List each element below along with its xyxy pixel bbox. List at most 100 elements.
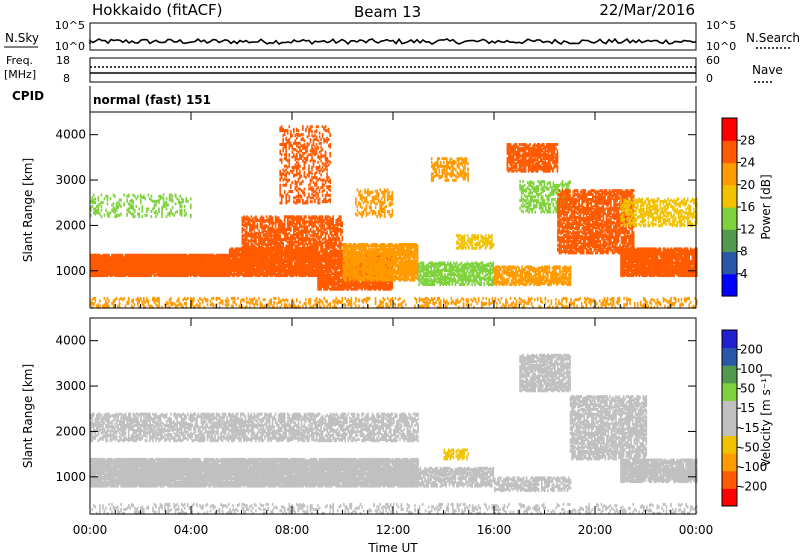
power-cell	[358, 283, 360, 287]
power-cell	[321, 193, 324, 197]
power-cell	[317, 244, 319, 248]
power-cell	[291, 144, 294, 148]
power-cell	[250, 270, 252, 274]
power-cell	[171, 261, 174, 265]
power-cell	[330, 222, 333, 226]
power-cell	[300, 195, 303, 199]
power-cell	[320, 153, 322, 157]
power-cell	[294, 254, 297, 258]
power-cell	[306, 263, 308, 267]
power-cell	[230, 247, 232, 251]
power-cell	[297, 215, 300, 219]
power-cell	[332, 287, 334, 291]
power-cell	[206, 253, 209, 257]
power-cell	[274, 261, 276, 265]
power-cell	[326, 200, 328, 204]
power-cell	[177, 253, 180, 257]
power-cell	[223, 269, 225, 272]
power-cell	[270, 238, 272, 242]
power-cell	[300, 138, 303, 141]
power-cell	[300, 215, 303, 219]
power-cell	[265, 269, 267, 272]
power-cell	[286, 236, 289, 240]
power-cell	[317, 154, 319, 158]
power-cell	[320, 254, 322, 258]
power-cell	[326, 215, 328, 219]
power-cell	[309, 138, 312, 141]
power-cell	[250, 260, 252, 264]
power-cell	[182, 253, 184, 257]
power-cell	[255, 248, 257, 252]
power-cell	[271, 272, 273, 276]
power-cell	[293, 215, 295, 219]
power-cell	[250, 224, 253, 228]
power-cell	[253, 244, 256, 248]
power-cell	[124, 253, 127, 257]
power-cell	[280, 158, 283, 162]
power-cell	[258, 229, 260, 233]
power-cell	[297, 226, 300, 230]
power-cell	[262, 219, 265, 223]
power-cell	[271, 255, 274, 259]
power-cell	[291, 181, 294, 185]
power-cell	[289, 271, 292, 275]
power-cell	[283, 157, 286, 160]
power-cell	[234, 265, 237, 269]
power-cell	[91, 253, 94, 257]
power-cell	[317, 216, 319, 220]
power-cell	[317, 236, 319, 240]
power-cell	[324, 257, 327, 261]
power-cell	[296, 149, 298, 153]
power-cell	[326, 230, 328, 234]
power-cell	[304, 263, 307, 267]
power-cell	[241, 245, 244, 249]
power-cell	[149, 253, 151, 257]
power-cell	[309, 238, 312, 242]
power-cell	[315, 183, 318, 187]
power-cell	[114, 253, 116, 257]
power-cell	[297, 158, 300, 162]
power-cell	[323, 224, 325, 228]
power-cell	[300, 149, 303, 153]
power-cell	[265, 243, 268, 247]
power-cell	[283, 233, 286, 236]
power-cell	[268, 251, 270, 255]
power-cell	[288, 195, 291, 199]
power-cell	[268, 253, 271, 257]
power-cell	[299, 145, 301, 149]
power-cell	[258, 219, 260, 223]
power-cell	[327, 138, 330, 141]
power-cell	[308, 127, 310, 131]
power-cell	[199, 253, 201, 257]
power-cell	[311, 243, 313, 247]
power-cell	[318, 155, 321, 159]
power-cell	[297, 177, 300, 181]
power-cell	[311, 186, 313, 190]
power-cell	[256, 253, 259, 257]
power-cell	[288, 178, 291, 182]
power-cell	[335, 266, 337, 270]
power-cell	[259, 269, 261, 272]
power-cell	[341, 221, 344, 225]
power-cell	[256, 217, 259, 221]
power-cell	[165, 270, 168, 274]
power-cell	[286, 250, 289, 254]
power-cell	[190, 260, 192, 264]
power-cell	[296, 141, 298, 145]
power-cell	[277, 269, 279, 272]
power-cell	[265, 248, 268, 252]
power-cell	[323, 126, 325, 130]
power-cell	[283, 190, 286, 193]
power-cell	[320, 240, 322, 244]
power-cell	[223, 253, 225, 257]
power-cell	[155, 253, 157, 257]
power-cell	[209, 253, 212, 257]
power-cell	[330, 226, 333, 230]
power-cell	[315, 233, 318, 236]
power-cell	[290, 226, 292, 230]
power-cell	[288, 163, 291, 167]
power-cell	[297, 129, 300, 133]
power-cell	[274, 221, 277, 225]
power-cell	[324, 280, 327, 284]
power-cell	[302, 159, 304, 163]
